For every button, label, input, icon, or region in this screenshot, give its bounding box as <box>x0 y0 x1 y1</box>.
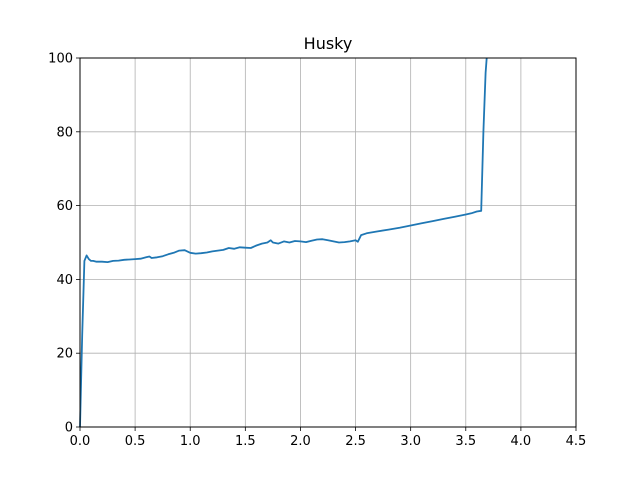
x-tick-label: 0.0 <box>70 434 91 449</box>
x-tick-label: 3.0 <box>400 434 421 449</box>
x-tick-label: 2.0 <box>290 434 311 449</box>
y-tick-label: 60 <box>56 199 73 214</box>
y-tick-label: 40 <box>56 273 73 288</box>
chart-title: Husky <box>304 34 353 53</box>
plot-frame <box>79 57 577 428</box>
y-tick-label: 100 <box>48 52 73 67</box>
x-tick-label: 2.5 <box>345 434 366 449</box>
x-tick-label: 4.0 <box>511 434 532 449</box>
x-tick-label: 4.5 <box>566 434 587 449</box>
y-tick-label: 80 <box>56 125 73 140</box>
y-tick-label: 20 <box>56 347 73 362</box>
x-tick-label: 1.5 <box>235 434 256 449</box>
x-tick-label: 0.5 <box>125 434 146 449</box>
x-tick-label: 1.0 <box>180 434 201 449</box>
series-line <box>79 57 488 428</box>
y-tick-label: 0 <box>65 421 73 436</box>
x-tick-label: 3.5 <box>455 434 476 449</box>
